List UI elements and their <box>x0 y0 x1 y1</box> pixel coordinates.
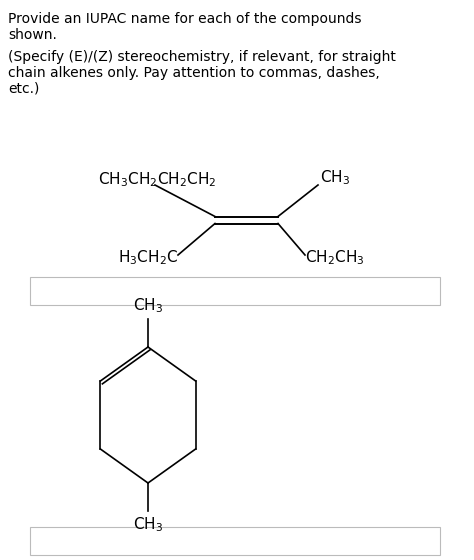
Text: $\mathregular{CH_2CH_3}$: $\mathregular{CH_2CH_3}$ <box>305 249 365 267</box>
Text: chain alkenes only. Pay attention to commas, dashes,: chain alkenes only. Pay attention to com… <box>8 66 380 80</box>
Text: shown.: shown. <box>8 28 57 42</box>
Text: etc.): etc.) <box>8 82 39 96</box>
Text: Provide an IUPAC name for each of the compounds: Provide an IUPAC name for each of the co… <box>8 12 362 26</box>
Text: $\mathregular{CH_3}$: $\mathregular{CH_3}$ <box>133 296 163 315</box>
Text: $\mathregular{H_3CH_2C}$: $\mathregular{H_3CH_2C}$ <box>118 249 178 267</box>
Text: $\mathregular{CH_3CH_2CH_2CH_2}$: $\mathregular{CH_3CH_2CH_2CH_2}$ <box>98 171 217 189</box>
FancyBboxPatch shape <box>30 277 440 305</box>
Text: (Specify (E)/(Z) stereochemistry, if relevant, for straight: (Specify (E)/(Z) stereochemistry, if rel… <box>8 50 396 64</box>
Text: $\mathregular{CH_3}$: $\mathregular{CH_3}$ <box>320 169 350 188</box>
Text: $\mathregular{CH_3}$: $\mathregular{CH_3}$ <box>133 515 163 534</box>
FancyBboxPatch shape <box>30 527 440 555</box>
